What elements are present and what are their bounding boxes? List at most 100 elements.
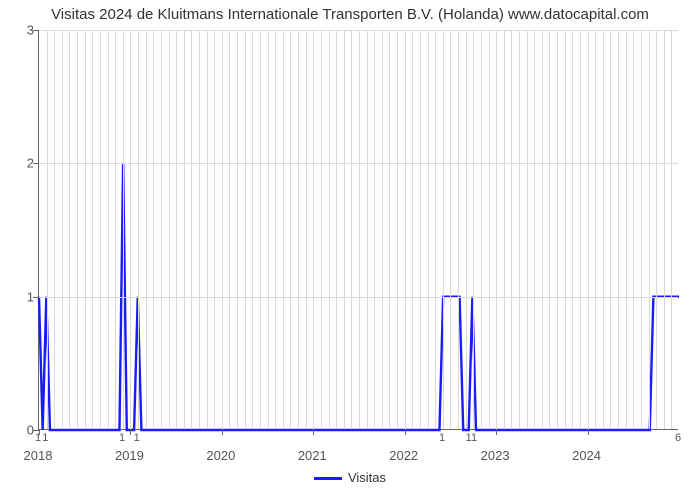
grid-v <box>199 30 200 429</box>
grid-v <box>557 30 558 429</box>
grid-v <box>344 30 345 429</box>
grid-v <box>405 30 406 429</box>
grid-v <box>572 30 573 429</box>
grid-v <box>649 30 650 429</box>
grid-v <box>450 30 451 429</box>
grid-v <box>641 30 642 429</box>
grid-v <box>62 30 63 429</box>
grid-v <box>473 30 474 429</box>
grid-v <box>184 30 185 429</box>
grid-v <box>252 30 253 429</box>
grid-v <box>169 30 170 429</box>
grid-v <box>397 30 398 429</box>
ytick-label: 0 <box>10 423 34 438</box>
point-label: 1 <box>439 432 445 444</box>
ytick-label: 3 <box>10 23 34 38</box>
ytick-label: 2 <box>10 156 34 171</box>
grid-v <box>108 30 109 429</box>
xtick-label: 2018 <box>24 448 53 463</box>
grid-v <box>306 30 307 429</box>
grid-v <box>504 30 505 429</box>
grid-v <box>260 30 261 429</box>
point-label: 11 <box>466 432 477 444</box>
grid-v <box>489 30 490 429</box>
grid-v <box>671 30 672 429</box>
grid-v <box>321 30 322 429</box>
grid-v <box>565 30 566 429</box>
grid-v <box>519 30 520 429</box>
grid-v <box>664 30 665 429</box>
point-label: 1 <box>42 432 48 444</box>
grid-v <box>542 30 543 429</box>
point-label: 1 <box>134 432 140 444</box>
grid-v <box>359 30 360 429</box>
grid-v <box>466 30 467 429</box>
point-label: 1 <box>35 432 41 444</box>
grid-v <box>138 30 139 429</box>
point-label: 6 <box>675 432 681 444</box>
grid-v <box>374 30 375 429</box>
grid-v <box>54 30 55 429</box>
xtick-label: 2022 <box>389 448 418 463</box>
grid-v <box>92 30 93 429</box>
grid-v <box>214 30 215 429</box>
grid-v <box>367 30 368 429</box>
xtick-label: 2023 <box>481 448 510 463</box>
grid-v <box>283 30 284 429</box>
point-label: 1 <box>119 432 125 444</box>
grid-v <box>329 30 330 429</box>
xtick-mark <box>313 429 314 435</box>
grid-v <box>412 30 413 429</box>
grid-v <box>245 30 246 429</box>
grid-v <box>207 30 208 429</box>
grid-v <box>458 30 459 429</box>
grid-v <box>588 30 589 429</box>
grid-v <box>626 30 627 429</box>
xtick-label: 2019 <box>115 448 144 463</box>
grid-v <box>580 30 581 429</box>
grid-v <box>382 30 383 429</box>
grid-v <box>313 30 314 429</box>
grid-v <box>268 30 269 429</box>
grid-v <box>603 30 604 429</box>
grid-v <box>115 30 116 429</box>
grid-v <box>146 30 147 429</box>
chart-container: Visitas 2024 de Kluitmans Internationale… <box>0 0 700 500</box>
grid-v <box>336 30 337 429</box>
grid-v <box>222 30 223 429</box>
grid-v <box>123 30 124 429</box>
grid-v <box>77 30 78 429</box>
grid-v <box>496 30 497 429</box>
xtick-label: 2021 <box>298 448 327 463</box>
grid-v <box>191 30 192 429</box>
grid-v <box>549 30 550 429</box>
xtick-mark <box>405 429 406 435</box>
legend-label: Visitas <box>348 470 386 485</box>
xtick-mark <box>588 429 589 435</box>
plot-area <box>38 30 678 430</box>
grid-v <box>153 30 154 429</box>
xtick-label: 2024 <box>572 448 601 463</box>
grid-v <box>633 30 634 429</box>
grid-v <box>298 30 299 429</box>
grid-v <box>275 30 276 429</box>
ytick-label: 1 <box>10 289 34 304</box>
grid-v <box>481 30 482 429</box>
grid-v <box>420 30 421 429</box>
legend-swatch <box>314 477 342 480</box>
grid-v <box>351 30 352 429</box>
legend: Visitas <box>0 470 700 485</box>
xtick-label: 2020 <box>206 448 235 463</box>
grid-v <box>176 30 177 429</box>
grid-v <box>85 30 86 429</box>
grid-v <box>69 30 70 429</box>
grid-v <box>47 30 48 429</box>
grid-v <box>428 30 429 429</box>
grid-v <box>610 30 611 429</box>
xtick-mark <box>222 429 223 435</box>
grid-v <box>100 30 101 429</box>
grid-v <box>618 30 619 429</box>
xtick-mark <box>130 429 131 435</box>
grid-v <box>443 30 444 429</box>
grid-v <box>511 30 512 429</box>
